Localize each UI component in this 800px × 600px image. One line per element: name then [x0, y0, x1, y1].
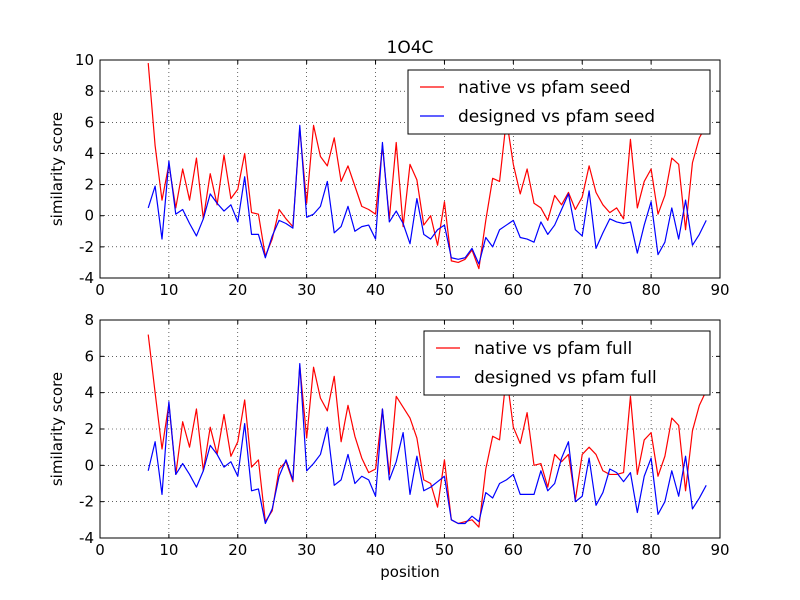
legend: native vs pfam full designed vs pfam full	[423, 330, 711, 396]
y-tick-label: 2	[84, 420, 94, 438]
x-tick-label: 40	[366, 281, 385, 299]
subplot-1: 0 10 20 30 40 50 60 70 80 90 -4 -2 0 2 4 6 8 10 1O4C simila…	[48, 38, 730, 299]
y-axis-label: similarity score	[48, 372, 66, 486]
series-line-1	[147, 334, 707, 528]
legend-box	[423, 330, 711, 396]
legend-label-2: designed vs pfam full	[474, 368, 657, 388]
legend-box	[407, 69, 711, 135]
y-tick-label: 4	[84, 384, 94, 402]
x-tick-label: 0	[95, 541, 105, 559]
x-tick-label: 10	[159, 541, 178, 559]
x-tick-label: 20	[228, 541, 247, 559]
x-axis-label: position	[380, 563, 439, 581]
y-tick-label: -2	[79, 238, 94, 256]
x-tick-label: 80	[642, 541, 661, 559]
x-tick-label: 90	[710, 281, 729, 299]
y-tick-label: 8	[84, 82, 94, 100]
x-tick-label: 0	[95, 281, 105, 299]
x-tick-label: 40	[366, 541, 385, 559]
series-line-1	[147, 63, 707, 270]
legend-label-1: native vs pfam full	[474, 339, 632, 359]
x-tick-label: 70	[573, 541, 592, 559]
y-tick-label: 6	[84, 347, 94, 365]
x-tick-label: 10	[159, 281, 178, 299]
series-line-2	[147, 124, 707, 265]
y-tick-label: -4	[79, 529, 94, 547]
series-line-2	[147, 363, 707, 525]
x-tick-label: 70	[573, 281, 592, 299]
x-tick-label: 60	[504, 541, 523, 559]
y-tick-label: 6	[84, 113, 94, 131]
y-tick-label: 0	[84, 207, 94, 225]
y-tick-label: 2	[84, 176, 94, 194]
x-tick-label: 20	[228, 281, 247, 299]
legend: native vs pfam seed designed vs pfam seed	[407, 69, 711, 135]
axes-frame	[99, 59, 721, 279]
x-tick-label: 30	[297, 541, 316, 559]
x-tick-label: 60	[504, 281, 523, 299]
y-tick-label: 4	[84, 144, 94, 162]
subplot-2: 0 10 20 30 40 50 60 70 80 90 -4 -2 0 2 4 6 8 similarity s…	[48, 311, 730, 581]
x-tick-label: 90	[710, 541, 729, 559]
x-tick-label: 30	[297, 281, 316, 299]
y-tick-label: -4	[79, 269, 94, 287]
x-tick-label: 80	[642, 281, 661, 299]
y-tick-label: 8	[84, 311, 94, 329]
x-tick-label: 50	[435, 281, 454, 299]
legend-label-2: designed vs pfam seed	[458, 107, 655, 127]
y-tick-label: 0	[84, 456, 94, 474]
y-axis-label: similarity score	[48, 112, 66, 226]
x-tick-label: 50	[435, 541, 454, 559]
chart-title: 1O4C	[387, 38, 434, 58]
y-tick-label: -2	[79, 493, 94, 511]
y-tick-label: 10	[75, 51, 94, 69]
legend-label-1: native vs pfam seed	[458, 78, 631, 98]
